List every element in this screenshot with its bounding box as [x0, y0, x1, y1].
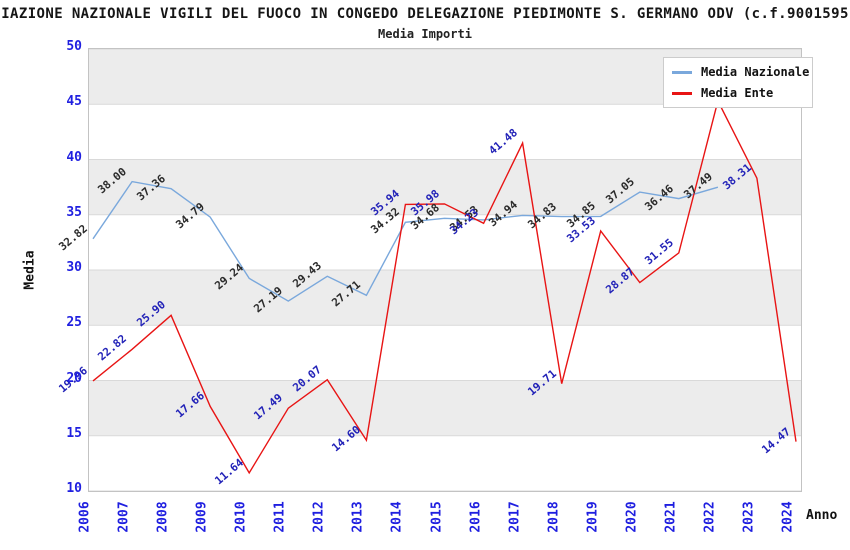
y-tick-label: 40 — [66, 149, 82, 165]
chart-subtitle: Media Importi — [378, 27, 472, 41]
x-tick-label: 2019 — [585, 501, 601, 533]
x-tick-label: 2010 — [233, 501, 249, 533]
series-line-media-nazionale — [92, 180, 719, 302]
x-tick-label: 2016 — [468, 501, 484, 533]
plot-area: 32.82 38.00 37.36 34.79 29.24 27.19 29.43 27.71… — [56, 48, 802, 492]
x-tick-label: 2009 — [194, 501, 210, 533]
media-ente-line-swatch-icon — [672, 91, 692, 95]
plot-band — [89, 159, 801, 215]
x-tick-label: 2020 — [624, 501, 640, 533]
y-tick-label: 20 — [66, 370, 82, 386]
x-tick-label: 2022 — [702, 501, 718, 533]
legend-label: Media Ente — [701, 86, 774, 100]
y-tick-label: 25 — [66, 315, 82, 331]
series-line-media-ente — [92, 98, 797, 475]
data-point-label: 32.82 — [56, 221, 90, 254]
y-tick-label: 15 — [66, 425, 82, 441]
legend-item-media-ente: Media Ente — [672, 86, 804, 100]
y-tick-label: 50 — [66, 39, 82, 54]
legend-item-media-nazionale: Media Nazionale — [672, 65, 809, 79]
chart-title: IAZIONE NAZIONALE VIGILI DEL FUOCO IN CO… — [1, 6, 849, 22]
plot-band — [89, 380, 801, 436]
x-tick-label: 2018 — [546, 501, 562, 533]
x-axis-title: Anno — [806, 508, 838, 523]
x-tick-label: 2012 — [311, 501, 327, 533]
x-tick-label: 2021 — [663, 501, 679, 533]
x-tick-label: 2014 — [389, 501, 405, 533]
y-tick-label: 10 — [66, 481, 82, 496]
x-tick-label: 2008 — [155, 501, 171, 533]
x-tick-label: 2006 — [77, 501, 93, 533]
legend-label: Media Nazionale — [701, 65, 810, 79]
x-tick-label: 2023 — [741, 501, 757, 533]
plot-band — [89, 270, 801, 326]
x-tick-label: 2013 — [350, 501, 366, 533]
legend: Media Nazionale Media Ente — [663, 57, 813, 108]
media-nazionale-line-swatch-icon — [672, 70, 692, 74]
x-tick-label: 2017 — [507, 501, 523, 533]
x-tick-label: 2011 — [272, 501, 288, 533]
x-tick-label: 2024 — [780, 501, 796, 533]
x-tick-label: 2015 — [429, 501, 444, 533]
x-tick-label: 2007 — [116, 501, 132, 533]
y-tick-label: 30 — [66, 260, 82, 275]
plot-canvas — [89, 49, 801, 491]
y-tick-label: 45 — [66, 94, 82, 110]
y-tick-label: 35 — [66, 204, 82, 220]
